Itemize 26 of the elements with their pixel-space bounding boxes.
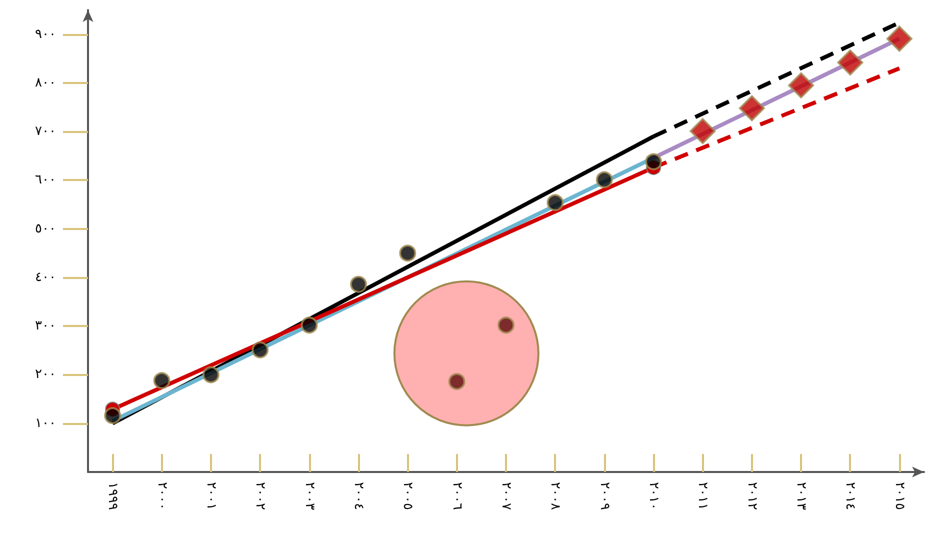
x-tick-label: ٢٠٠٩ [596, 482, 612, 510]
x-tick-label: ٢٠٠١ [203, 482, 218, 510]
y-tick-label: ٩٠٠ [35, 26, 56, 42]
x-tick-label: ٢٠٠٠ [154, 482, 170, 510]
x-tick-label: ٢٠١١ [695, 482, 710, 510]
x-tick-label: ٢٠٠٦ [449, 482, 464, 510]
x-tick-label: ١٩٩٩ [105, 482, 120, 510]
y-tick-label: ٦٠٠ [35, 172, 56, 188]
x-tick-label: ٢٠٠٧ [498, 482, 514, 510]
y-tick-label: ٨٠٠ [35, 75, 56, 90]
x-tick-label: ٢٠١٣ [794, 482, 809, 510]
x-tick-label: ٢٠٠٢ [252, 482, 268, 510]
x-tick-label: ٢٠١٥ [892, 482, 907, 510]
x-tick-label: ٢٠٠٥ [400, 482, 416, 510]
x-tick-label: ٢٠٠٨ [548, 482, 563, 510]
y-tick-label: ٥٠٠ [35, 221, 56, 236]
y-tick-label: ٧٠٠ [35, 124, 56, 140]
y-tick-label: ٢٠٠ [35, 367, 56, 382]
x-tick-label: ٢٠١٢ [744, 482, 760, 510]
y-tick-label: ٤٠٠ [35, 270, 56, 285]
x-tick-label: ٢٠١٤ [842, 482, 858, 510]
x-tick-label: ٢٠٠٤ [350, 482, 366, 510]
y-tick-label: ٣٠٠ [35, 318, 56, 334]
x-tick-label: ٢٠١٠ [646, 482, 662, 510]
x-tick-label: ٢٠٠٣ [302, 482, 317, 510]
y-tick-label: ١٠٠ [35, 416, 56, 431]
